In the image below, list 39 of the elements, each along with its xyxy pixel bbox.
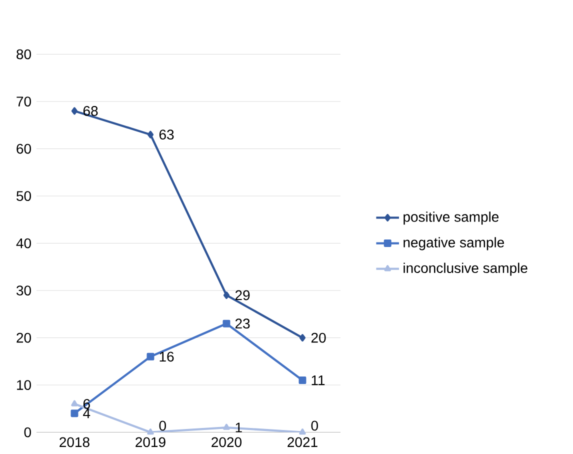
- data-label: 11: [312, 375, 325, 386]
- point: [70, 410, 78, 418]
- y-tick-label: 40: [16, 238, 31, 248]
- point: [71, 400, 78, 406]
- y-tick-label: 0: [24, 427, 31, 438]
- point: [147, 130, 154, 138]
- data-label: 0: [159, 420, 166, 431]
- point: [299, 428, 306, 435]
- data-label: 29: [235, 290, 250, 300]
- y-tick-label: 70: [16, 96, 31, 106]
- point: [223, 424, 230, 430]
- x-tick-label: 2019: [136, 437, 166, 448]
- data-label: 23: [235, 318, 250, 329]
- y-tick-label: 80: [16, 49, 31, 60]
- data-label: 63: [159, 130, 174, 140]
- x-tick-label: 2018: [60, 437, 90, 448]
- data-label: 68: [83, 106, 98, 116]
- y-tick-label: 30: [16, 286, 31, 296]
- legend-label: negative sample: [404, 237, 504, 250]
- y-tick-label: 60: [16, 144, 31, 154]
- data-label: 16: [160, 352, 174, 362]
- point: [298, 376, 306, 384]
- data-label: 0: [311, 420, 318, 431]
- x-tick-label: 2021: [288, 437, 318, 448]
- point: [223, 292, 230, 299]
- data-label: 20: [311, 332, 326, 343]
- legend-label: positive sample: [404, 212, 499, 225]
- point: [71, 107, 78, 115]
- x-tick-label: 2020: [212, 437, 242, 448]
- y-tick-label: 10: [17, 380, 31, 390]
- point: [147, 428, 154, 435]
- data-label: 4: [83, 408, 90, 418]
- data-label: 1: [236, 422, 242, 432]
- legend-label: inconclusive sample: [404, 262, 528, 276]
- y-tick-label: 20: [16, 332, 31, 343]
- y-tick-label: 50: [16, 191, 31, 201]
- point: [146, 352, 154, 360]
- point: [222, 320, 230, 328]
- point: [299, 334, 306, 342]
